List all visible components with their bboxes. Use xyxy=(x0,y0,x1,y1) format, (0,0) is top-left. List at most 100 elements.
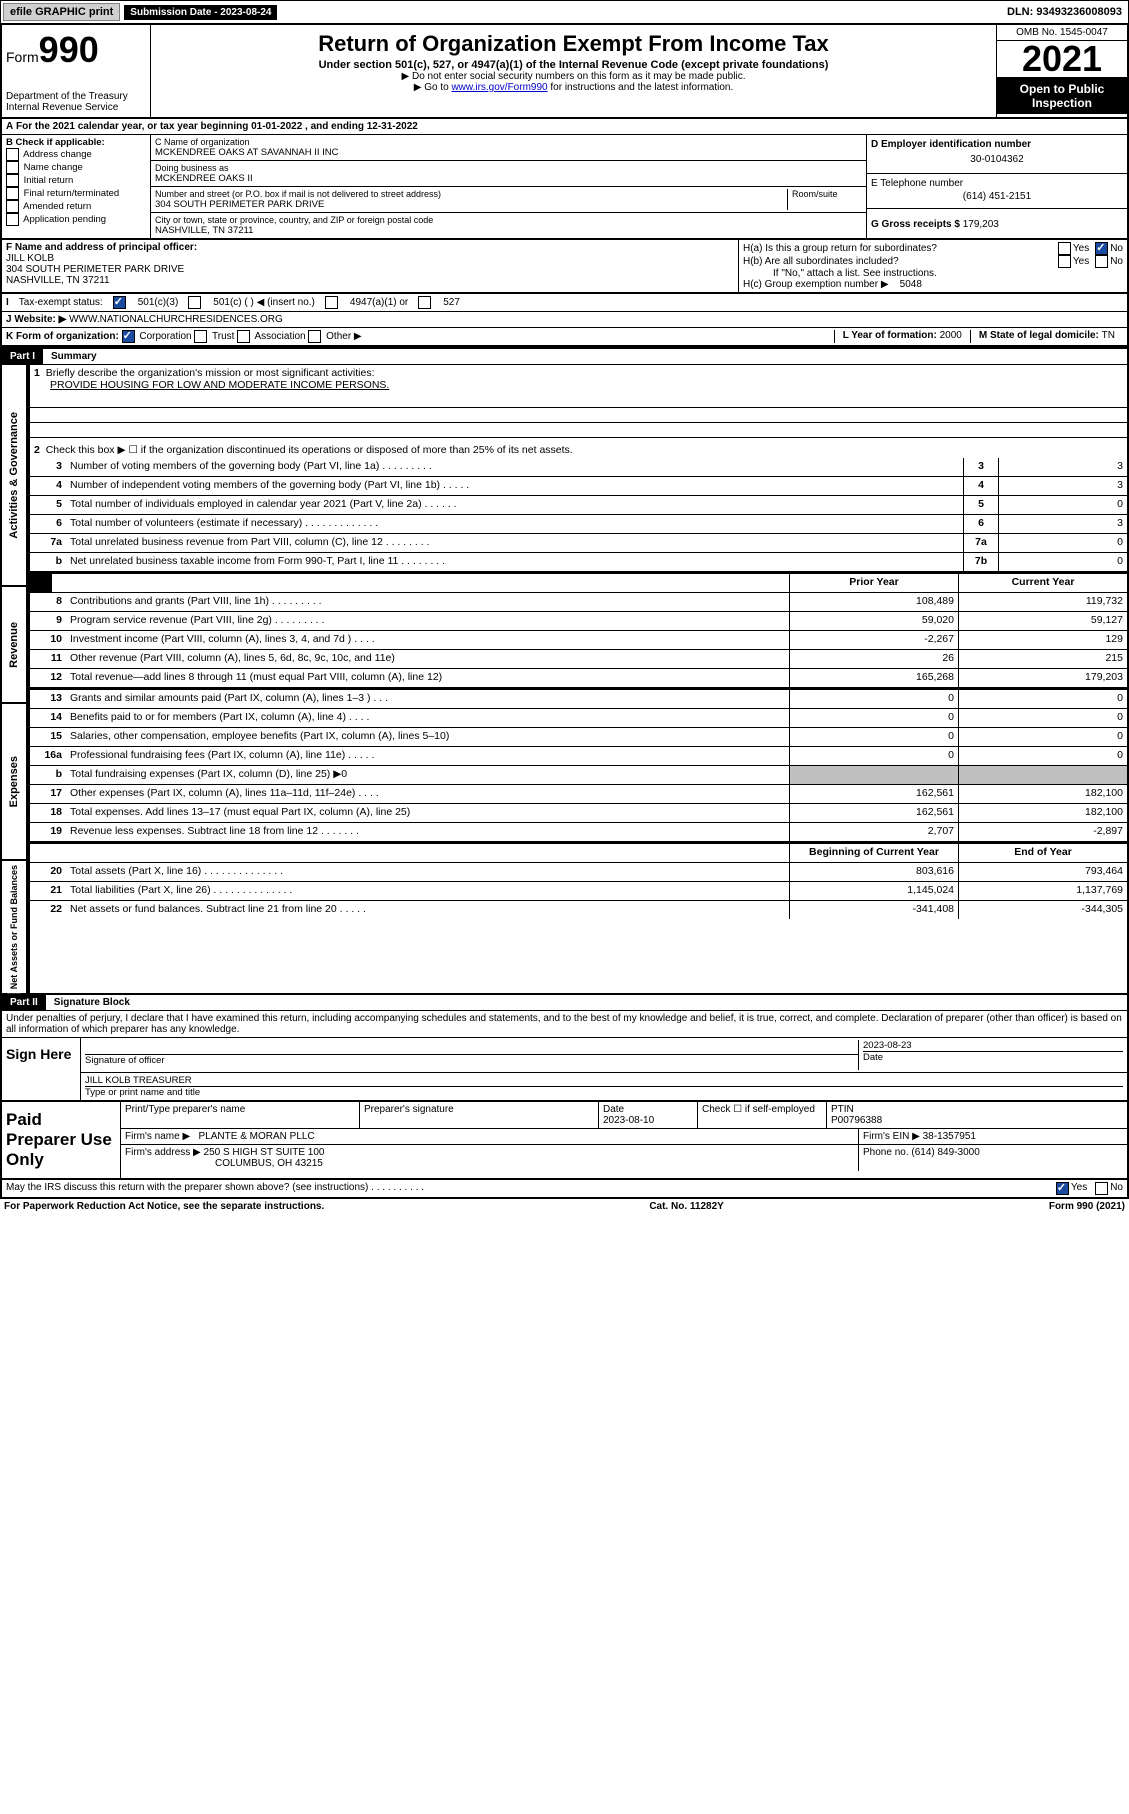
row-current: -2,897 xyxy=(958,823,1127,841)
prep-addr-label: Firm's address ▶ xyxy=(125,1147,201,1158)
row-prior xyxy=(789,766,958,784)
part-ii-num: Part II xyxy=(2,995,46,1010)
row-current: 0 xyxy=(958,728,1127,746)
row-current: 182,100 xyxy=(958,785,1127,803)
prep-sig-label: Preparer's signature xyxy=(360,1102,599,1128)
prep-firm-cell: Firm's name ▶ PLANTE & MORAN PLLC xyxy=(121,1129,859,1144)
box-b-label: B Check if applicable: xyxy=(6,137,146,148)
other-label: Other ▶ xyxy=(326,331,361,342)
row-text: Benefits paid to or for members (Part IX… xyxy=(66,709,789,727)
summary-table: Activities & Governance Revenue Expenses… xyxy=(0,365,1129,995)
cb-ha-no[interactable] xyxy=(1095,242,1108,255)
org-name-block: C Name of organization MCKENDREE OAKS AT… xyxy=(151,135,866,161)
cb-4947[interactable] xyxy=(325,296,338,309)
cb-trust[interactable] xyxy=(194,330,207,343)
cb-501c[interactable] xyxy=(188,296,201,309)
row-prior: 2,707 xyxy=(789,823,958,841)
row-box: 5 xyxy=(963,496,998,514)
cb-final-return[interactable] xyxy=(6,187,19,200)
cb-address-change-label: Address change xyxy=(23,149,92,160)
row-num: 11 xyxy=(30,650,66,668)
row-current: 179,203 xyxy=(958,669,1127,687)
side-activities: Activities & Governance xyxy=(6,408,22,543)
row-text: Total expenses. Add lines 13–17 (must eq… xyxy=(66,804,789,822)
cb-association[interactable] xyxy=(237,330,250,343)
prep-row-3: Firm's address ▶ 250 S HIGH ST SUITE 100… xyxy=(121,1145,1127,1171)
footer-left: For Paperwork Reduction Act Notice, see … xyxy=(4,1201,324,1212)
sign-block: Sign Here Signature of officer 2023-08-2… xyxy=(0,1038,1129,1102)
row-prior: 0 xyxy=(789,709,958,727)
cb-discuss-no[interactable] xyxy=(1095,1182,1108,1195)
hc-value: 5048 xyxy=(900,279,922,290)
cb-corporation[interactable] xyxy=(122,330,135,343)
ha-label: H(a) Is this a group return for subordin… xyxy=(743,243,1058,254)
row-text: Salaries, other compensation, employee b… xyxy=(66,728,789,746)
row-text: Program service revenue (Part VIII, line… xyxy=(66,612,789,630)
cb-ha-yes[interactable] xyxy=(1058,242,1071,255)
501c3-label: 501(c)(3) xyxy=(138,297,179,308)
cb-527[interactable] xyxy=(418,296,431,309)
row-text: Investment income (Part VIII, column (A)… xyxy=(66,631,789,649)
irs-link[interactable]: www.irs.gov/Form990 xyxy=(451,82,547,93)
org-name: MCKENDREE OAKS AT SAVANNAH II INC xyxy=(155,147,862,158)
irs-label: Internal Revenue Service xyxy=(6,102,146,113)
cb-application-pending[interactable] xyxy=(6,213,19,226)
mission-line-2 xyxy=(30,393,1127,408)
sig-date: 2023-08-23 xyxy=(863,1040,1123,1052)
line-j-label: Website: ▶ xyxy=(14,314,66,325)
summary-body: 1 Briefly describe the organization's mi… xyxy=(30,365,1127,993)
cb-501c3[interactable] xyxy=(113,296,126,309)
hb-yes-label: Yes xyxy=(1073,256,1089,267)
hdr-beginning: Beginning of Current Year xyxy=(789,844,958,862)
form-header: Form990 Department of the Treasury Inter… xyxy=(0,24,1129,119)
row-prior: 162,561 xyxy=(789,785,958,803)
row-num: 5 xyxy=(30,496,66,514)
sig-name-label: Type or print name and title xyxy=(85,1087,1123,1098)
row-current: 0 xyxy=(958,690,1127,708)
row-text: Total revenue—add lines 8 through 11 (mu… xyxy=(66,669,789,687)
cb-discuss-yes[interactable] xyxy=(1056,1182,1069,1195)
box-g: G Gross receipts $ 179,203 xyxy=(867,209,1127,234)
cb-address-change[interactable] xyxy=(6,148,19,161)
efile-print-button[interactable]: efile GRAPHIC print xyxy=(3,3,120,21)
gross-receipts-value: 179,203 xyxy=(963,219,999,230)
box-h: H(a) Is this a group return for subordin… xyxy=(739,240,1127,292)
rev-row: 8 Contributions and grants (Part VIII, l… xyxy=(30,593,1127,612)
gross-receipts-label: G Gross receipts $ xyxy=(871,219,963,230)
row-text: Total liabilities (Part X, line 26) . . … xyxy=(66,882,789,900)
row-current: 119,732 xyxy=(958,593,1127,611)
top-toolbar: efile GRAPHIC print Submission Date - 20… xyxy=(0,0,1129,24)
cb-name-change[interactable] xyxy=(6,161,19,174)
state-domicile: TN xyxy=(1102,330,1115,341)
rev-row: 10 Investment income (Part VIII, column … xyxy=(30,631,1127,650)
note-1: ▶ Do not enter social security numbers o… xyxy=(155,71,992,82)
row-prior: 108,489 xyxy=(789,593,958,611)
form-title: Return of Organization Exempt From Incom… xyxy=(155,31,992,57)
exp-row: b Total fundraising expenses (Part IX, c… xyxy=(30,766,1127,785)
ein-label: D Employer identification number xyxy=(871,139,1123,150)
row-text: Other revenue (Part VIII, column (A), li… xyxy=(66,650,789,668)
cb-initial-return[interactable] xyxy=(6,174,19,187)
cb-hb-no[interactable] xyxy=(1095,255,1108,268)
cb-amended-return[interactable] xyxy=(6,200,19,213)
cb-other[interactable] xyxy=(308,330,321,343)
header-left-col: Form990 Department of the Treasury Inter… xyxy=(2,25,151,117)
box-c: C Name of organization MCKENDREE OAKS AT… xyxy=(151,135,867,238)
exp-row: 13 Grants and similar amounts paid (Part… xyxy=(30,690,1127,709)
form-number: Form990 xyxy=(6,29,146,71)
cb-hb-yes[interactable] xyxy=(1058,255,1071,268)
block-bcde: B Check if applicable: Address change Na… xyxy=(0,135,1129,240)
row-prior: 0 xyxy=(789,747,958,765)
line-1: 1 Briefly describe the organization's mi… xyxy=(30,365,1127,393)
cb-application-pending-label: Application pending xyxy=(23,214,106,225)
section-text: Under section 501(c), 527, or 4947(a)(1)… xyxy=(155,59,992,71)
ha-yes-label: Yes xyxy=(1073,243,1089,254)
row-beginning: 803,616 xyxy=(789,863,958,881)
box-deg: D Employer identification number 30-0104… xyxy=(867,135,1127,238)
line-i-label: Tax-exempt status: xyxy=(19,297,103,308)
prep-phone-cell: Phone no. (614) 849-3000 xyxy=(859,1145,1127,1171)
exp-row: 14 Benefits paid to or for members (Part… xyxy=(30,709,1127,728)
cb-amended-return-label: Amended return xyxy=(23,201,91,212)
row-num: 18 xyxy=(30,804,66,822)
cb-final-return-label: Final return/terminated xyxy=(24,188,120,199)
